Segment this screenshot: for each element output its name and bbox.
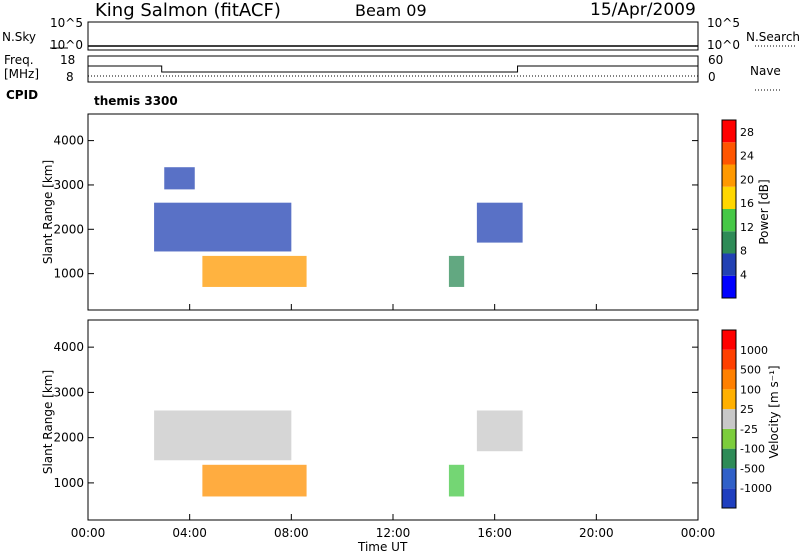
colorbar-tick-label: 16 [740,197,754,210]
colorbar-tick-label: 100 [740,383,761,396]
nsky-label: N.Sky [2,30,37,44]
y-tick-label: 4000 [53,340,84,354]
colorbar-segment [722,349,736,370]
colorbar-segment [722,142,736,165]
date-label: 15/Apr/2009 [590,0,696,20]
freq-unit: [MHz] [4,67,40,81]
nsearch-label: N.Search [746,30,800,44]
colorbar-tick-label: -25 [740,423,758,436]
colorbar-segment [722,164,736,187]
colorbar-tick-label: 500 [740,364,761,377]
x-tick-label: 20:00 [579,526,614,540]
colorbar-frame [721,329,737,509]
colorbar-tick-label: 25 [740,403,754,416]
colorbar-segment [722,468,736,489]
colorbar-frame [721,119,737,299]
colorbar-tick-label: 12 [740,221,754,234]
echo-region [476,202,523,243]
x-tick-label: 08:00 [274,526,309,540]
colorbar-segment [722,488,736,508]
colorbar-tick-label: 20 [740,173,754,186]
y-tick-label: 3000 [53,178,84,192]
freq-label: Freq. [4,53,34,67]
radar-title: King Salmon (fitACF) [95,0,281,21]
colorbar-segment [722,231,736,254]
colorbar-segment [722,389,736,410]
noise-panel-frame [87,21,699,51]
echo-region [154,410,292,461]
y-tick-label: 1000 [53,267,84,281]
colorbar-segment [722,409,736,429]
cpid-label: CPID [6,88,39,102]
time-axis-label: Time UT [358,540,408,554]
colorbar-segment [722,369,736,390]
freq-trace [88,65,698,73]
colorbar-tick-label: 1000 [740,344,768,357]
nave-label: Nave [750,64,781,78]
noise-tick-top-right: 10^5 [707,16,740,30]
freq-tick-bottom: 8 [66,70,74,84]
cpid-value: themis 3300 [94,94,178,108]
colorbar-tick-label: 28 [740,126,754,139]
colorbar-tick-label: -1000 [740,482,772,495]
noise-tick-bottom-right: 10^0 [707,38,740,52]
colorbar-tick-label: 24 [740,150,754,163]
echo-region [448,255,465,287]
echo-region [164,167,195,190]
y-tick-label: 1000 [53,476,84,490]
y-tick-label: 2000 [53,431,84,445]
y-tick-label: 3000 [53,385,84,399]
colorbar-segment [722,428,736,449]
echo-region [154,202,292,252]
noise-tick-top-left: 10^5 [50,16,83,30]
echo-region [202,464,307,497]
echo-region [202,255,307,287]
y-tick-label: 2000 [53,222,84,236]
colorbar-segment [722,330,736,350]
colorbar-segment [722,275,736,298]
colorbar-segment [722,120,736,143]
colorbar-segment [722,253,736,276]
x-tick-label: 00:00 [681,526,716,540]
colorbar-segment [722,448,736,469]
freq-panel-frame [87,55,699,83]
x-tick-label: 12:00 [376,526,411,540]
x-tick-label: 00:00 [71,526,106,540]
colorbar-tick-label: 8 [740,245,747,258]
nave-tick-bottom: 0 [708,70,716,84]
freq-tick-top: 18 [60,53,76,67]
beam-label: Beam 09 [355,1,427,20]
y-tick-label: 4000 [53,134,84,148]
colorbar-tick-label: -100 [740,443,765,456]
x-tick-label: 16:00 [477,526,512,540]
colorbar-segment [722,209,736,232]
colorbar-tick-label: 4 [740,268,747,281]
echo-region [476,410,523,452]
colorbar-tick-label: -500 [740,462,765,475]
nave-tick-top: 60 [708,53,724,67]
echo-region [448,464,465,497]
x-tick-label: 04:00 [172,526,207,540]
colorbar-segment [722,186,736,209]
